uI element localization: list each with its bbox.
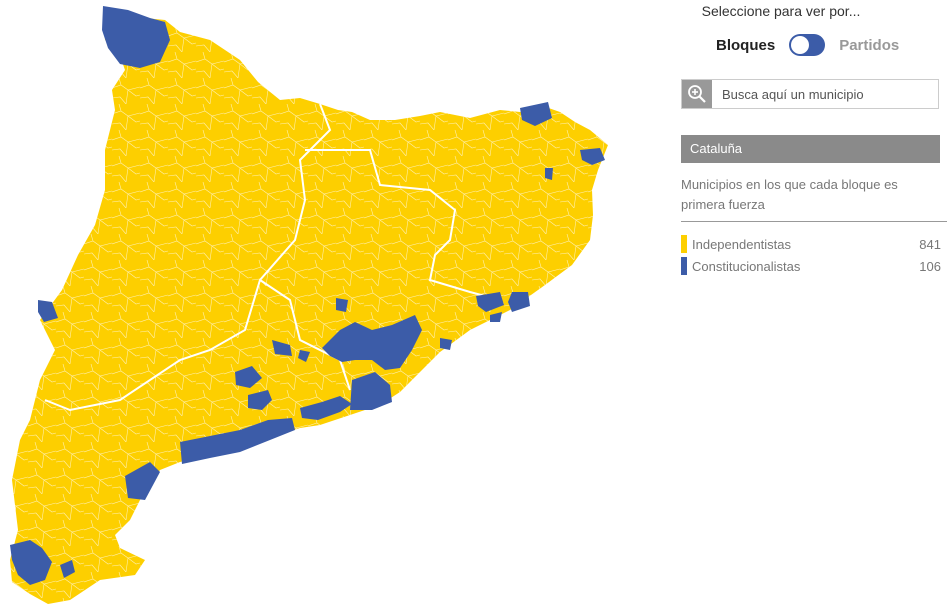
magnifier-plus-icon xyxy=(688,85,706,103)
divider xyxy=(681,221,947,222)
province-boundaries xyxy=(44,103,501,412)
view-prompt: Seleccione para ver por... xyxy=(701,3,861,19)
legend-swatch xyxy=(681,257,687,275)
region-title: Cataluña xyxy=(681,135,940,163)
view-switch[interactable] xyxy=(789,34,826,56)
legend-count: 841 xyxy=(919,236,941,252)
search-button[interactable] xyxy=(682,80,712,108)
municipality-search xyxy=(681,79,939,109)
toggle-label-bloques[interactable]: Bloques xyxy=(716,36,776,54)
switch-knob xyxy=(791,36,810,54)
legend-description: Municipios en los que cada bloque es pri… xyxy=(681,177,898,212)
view-toggle: Bloques Partidos xyxy=(716,33,899,57)
map-catalonia[interactable] xyxy=(0,0,620,609)
legend-count: 106 xyxy=(919,258,941,274)
legend: Independentistas 841 Constitucionalistas… xyxy=(681,233,941,277)
search-input[interactable] xyxy=(712,80,938,108)
toggle-label-partidos[interactable]: Partidos xyxy=(839,36,900,54)
legend-label: Constitucionalistas xyxy=(692,258,801,274)
legend-item-independentistas: Independentistas 841 xyxy=(681,233,941,255)
legend-label: Independentistas xyxy=(692,236,792,252)
legend-item-constitucionalistas: Constitucionalistas 106 xyxy=(681,255,941,277)
constitucionalistas-areas[interactable] xyxy=(10,6,605,585)
legend-swatch xyxy=(681,235,687,253)
